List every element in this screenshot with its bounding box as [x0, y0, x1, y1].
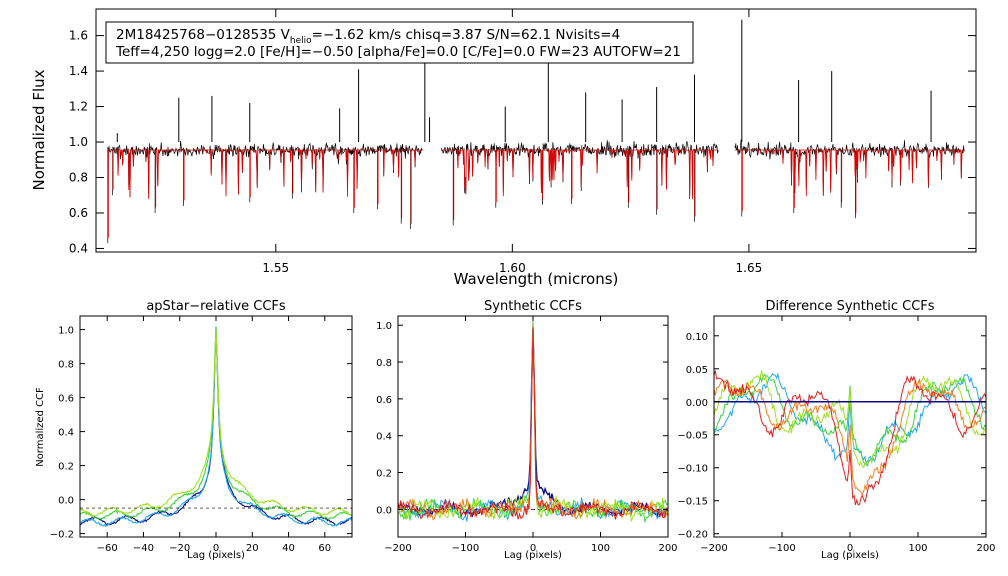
y-tick-label: −0.2	[50, 530, 74, 541]
y-tick-label: 1.0	[69, 135, 88, 149]
model-spectrum-line	[734, 148, 965, 197]
x-tick-label: 200	[658, 543, 677, 554]
ccf1-series-ccf-c	[80, 327, 352, 520]
x-tick-label: −100	[452, 543, 479, 554]
ccf1-series-ccf-a	[80, 329, 352, 527]
annotation-vhelio-subscript: helio	[290, 36, 312, 46]
x-tick-label: 60	[318, 543, 331, 554]
y-tick-label: 1.2	[69, 100, 88, 114]
spectrum-y-axis-label: Normalized Flux	[30, 69, 48, 190]
ccf2-series-syn-f	[398, 328, 668, 520]
y-tick-label: 0.00	[686, 398, 708, 409]
spectrum-annotation-line1: 2M18425768−0128535 Vhelio=−1.62 km/s chi…	[116, 27, 620, 46]
y-tick-label: 0.2	[376, 469, 392, 480]
y-tick-label: 0.10	[686, 332, 708, 343]
x-tick-label: 1.60	[499, 261, 526, 275]
spectrum-panel: 1.55 1.60 1.65 0.4 0.6 0.8 1.0 1.2 1.4 1.6 2M1842…	[30, 8, 977, 288]
y-tick-label: 0.6	[376, 395, 392, 406]
spectrum-x-axis-label: Wavelength (microns)	[454, 270, 619, 288]
x-tick-label: 20	[246, 543, 259, 554]
spectrum-data	[107, 19, 965, 244]
ccf-panel-difference: −200 −100 0 100 200 −0.20 −0.15 −0.10 −0.05 0.00 0…	[677, 299, 995, 561]
y-tick-label: 1.0	[376, 321, 392, 332]
x-tick-label: −200	[700, 543, 727, 554]
ccf3-data	[714, 369, 986, 506]
annotation-star-id: 2M18425768−0128535 V	[116, 27, 291, 43]
observed-spectrum-line	[734, 139, 965, 219]
ccf2-series-syn-a	[398, 326, 668, 519]
observed-spectrum-line	[441, 140, 719, 226]
y-tick-label: 0.6	[58, 394, 74, 405]
model-spectrum-line	[441, 149, 719, 200]
ccf1-series-ccf-d	[80, 329, 352, 517]
ccf3-series-diff-e	[714, 378, 986, 497]
x-tick-label: 0	[213, 543, 219, 554]
x-tick-label: 1.55	[262, 261, 289, 275]
x-tick-label: 200	[976, 543, 995, 554]
y-tick-label: 0.4	[58, 428, 74, 439]
y-tick-label: −0.05	[677, 431, 708, 442]
x-tick-label: −200	[384, 543, 411, 554]
x-tick-label: 100	[908, 543, 927, 554]
y-tick-label: 0.8	[58, 360, 74, 371]
spectrum-annotation-line2: Teff=4,250 logg=2.0 [Fe/H]=−0.50 [alpha/…	[115, 44, 681, 60]
spectrum-annotation-box	[105, 21, 694, 64]
x-tick-label: 40	[282, 543, 295, 554]
x-tick-label: −100	[768, 543, 795, 554]
ccf2-x-axis-label: Lag (pixels)	[504, 550, 562, 561]
ccf2-title: Synthetic CCFs	[484, 299, 582, 314]
ccf-panel-apstar: −60 −40 −20 0 20 40 60 −0.2 0.0 0.2 0.4 0.6 0.8 1.0 a…	[35, 299, 353, 561]
x-tick-label: −20	[169, 543, 190, 554]
y-tick-label: 1.4	[69, 64, 88, 78]
ccf2-data	[398, 321, 668, 524]
model-spectrum	[107, 148, 965, 238]
y-tick-label: 0.4	[376, 432, 392, 443]
ccf1-data	[80, 326, 352, 528]
x-tick-label: 1.65	[736, 261, 763, 275]
y-tick-label: 0.8	[69, 171, 88, 185]
ccf1-y-axis-label: Normalized CCF	[35, 387, 46, 467]
y-tick-label: 0.8	[376, 358, 392, 369]
ccf1-ticks: −60 −40 −20 0 20 40 60 −0.2 0.0 0.2 0.4 0.6 0.8 1.0	[50, 316, 352, 554]
y-tick-label: 1.6	[69, 29, 88, 43]
ccf2-ticks: −200 −100 0 100 200 0.0 0.2 0.4 0.6 0.8 1.0	[376, 316, 678, 554]
x-tick-label: 100	[591, 543, 610, 554]
ccf-panel-synthetic: −200 −100 0 100 200 0.0 0.2 0.4 0.6 0.8 1.0 Synthe…	[376, 299, 677, 561]
y-tick-label: 0.05	[686, 365, 708, 376]
ccf3-series-diff-d	[714, 370, 986, 469]
y-tick-label: −0.20	[677, 530, 708, 541]
x-tick-label: −40	[133, 543, 154, 554]
ccf3-title: Difference Synthetic CCFs	[765, 299, 934, 314]
y-tick-label: 0.0	[58, 496, 74, 507]
model-spectrum-line	[107, 149, 423, 200]
annotation-stats: =−1.62 km/s chisq=3.87 S/N=62.1 Nvisits=…	[312, 27, 621, 43]
y-tick-label: 0.6	[69, 206, 88, 220]
x-tick-label: 0	[530, 543, 536, 554]
y-tick-label: −0.10	[677, 464, 708, 475]
y-tick-label: 1.0	[58, 326, 74, 337]
ccf3-x-axis-label: Lag (pixels)	[821, 550, 879, 561]
x-tick-label: 0	[847, 543, 853, 554]
ccf1-series-ccf-b	[80, 326, 352, 528]
y-tick-label: 0.0	[376, 505, 392, 516]
ccf1-axes-frame	[79, 315, 353, 538]
ccf3-series-diff-f	[714, 369, 986, 506]
y-tick-label: 0.2	[58, 462, 74, 473]
ccf3-ticks: −200 −100 0 100 200 −0.20 −0.15 −0.10 −0.05 0.00 0…	[677, 316, 996, 554]
y-tick-label: 0.4	[69, 241, 88, 255]
x-tick-label: −60	[97, 543, 118, 554]
spectrum-axes-frame	[95, 8, 977, 253]
ccf1-x-axis-label: Lag (pixels)	[187, 550, 245, 561]
y-tick-label: −0.15	[677, 497, 708, 508]
spectrum-ticks: 1.55 1.60 1.65 0.4 0.6 0.8 1.0 1.2 1.4 1.6	[69, 9, 976, 275]
observed-spectrum-line	[107, 140, 423, 244]
ccf1-title: apStar−relative CCFs	[146, 299, 286, 314]
